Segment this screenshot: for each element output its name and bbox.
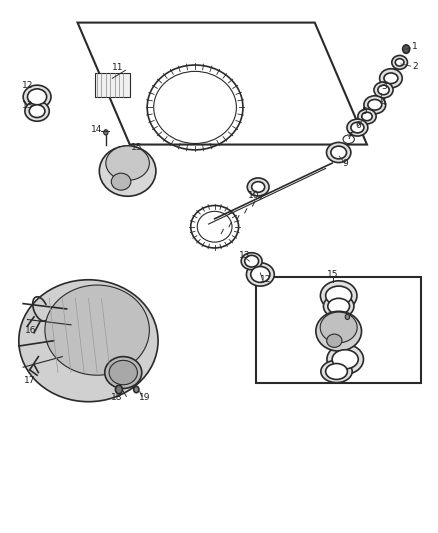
Text: 14: 14: [92, 125, 103, 134]
Text: 4: 4: [381, 98, 386, 107]
Ellipse shape: [321, 360, 352, 383]
Text: 12: 12: [22, 80, 33, 90]
Ellipse shape: [368, 100, 382, 110]
Ellipse shape: [347, 119, 368, 136]
Ellipse shape: [323, 295, 354, 318]
Circle shape: [403, 45, 410, 53]
Ellipse shape: [28, 89, 47, 105]
Ellipse shape: [106, 146, 149, 180]
Bar: [95, 73, 130, 97]
Circle shape: [345, 314, 350, 319]
Ellipse shape: [247, 178, 269, 196]
Ellipse shape: [109, 360, 138, 385]
Ellipse shape: [362, 112, 372, 120]
Text: 2: 2: [412, 62, 418, 70]
Ellipse shape: [45, 285, 149, 375]
Text: 11: 11: [112, 63, 124, 72]
Ellipse shape: [23, 85, 51, 109]
Text: 12: 12: [260, 275, 272, 284]
Ellipse shape: [358, 109, 376, 124]
Ellipse shape: [251, 266, 270, 282]
Circle shape: [104, 130, 108, 135]
Ellipse shape: [332, 350, 358, 369]
Text: 13: 13: [22, 101, 33, 110]
Ellipse shape: [105, 357, 142, 389]
Ellipse shape: [29, 105, 45, 117]
Ellipse shape: [384, 73, 398, 84]
Circle shape: [116, 385, 122, 394]
Text: 15: 15: [131, 143, 142, 152]
Ellipse shape: [320, 312, 357, 343]
Circle shape: [134, 386, 139, 393]
Ellipse shape: [327, 344, 364, 374]
Text: 17: 17: [24, 376, 35, 385]
Ellipse shape: [245, 255, 258, 267]
Ellipse shape: [392, 55, 407, 69]
Text: 18: 18: [111, 393, 123, 402]
Text: 1: 1: [412, 42, 418, 51]
Ellipse shape: [321, 281, 357, 311]
Ellipse shape: [378, 85, 389, 95]
Text: 16: 16: [25, 326, 37, 335]
Ellipse shape: [252, 182, 265, 192]
Ellipse shape: [325, 364, 347, 379]
Ellipse shape: [395, 59, 404, 66]
Text: 13: 13: [239, 252, 251, 261]
Ellipse shape: [326, 142, 351, 163]
Text: 15: 15: [327, 270, 339, 279]
Ellipse shape: [331, 146, 346, 159]
Text: 9: 9: [343, 159, 348, 167]
Ellipse shape: [241, 253, 262, 270]
Ellipse shape: [19, 280, 158, 402]
Ellipse shape: [374, 82, 393, 98]
Text: 19: 19: [139, 393, 151, 402]
Ellipse shape: [325, 286, 352, 305]
Text: 10: 10: [248, 191, 260, 200]
Ellipse shape: [364, 96, 386, 114]
Ellipse shape: [247, 263, 274, 286]
Text: 3: 3: [381, 82, 387, 91]
Bar: [256, 277, 421, 383]
Ellipse shape: [380, 69, 402, 88]
Text: 7: 7: [347, 132, 353, 141]
Ellipse shape: [99, 146, 156, 196]
Ellipse shape: [25, 101, 49, 121]
Text: 6: 6: [355, 122, 361, 131]
Ellipse shape: [327, 334, 342, 348]
Ellipse shape: [111, 173, 131, 190]
Ellipse shape: [328, 298, 350, 314]
Text: 5: 5: [361, 107, 367, 116]
Ellipse shape: [351, 122, 364, 133]
Ellipse shape: [316, 311, 361, 351]
